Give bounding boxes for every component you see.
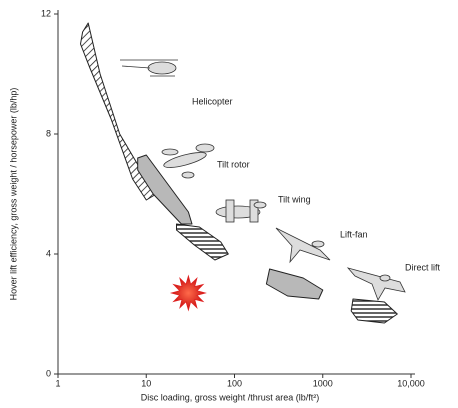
x-tick-label: 10 [141,378,151,388]
direct-lift-icon [348,268,405,300]
x-tick-label: 10,000 [397,378,425,388]
chart: Disc loading, gross weight /thrust area … [0,0,458,408]
region-label: Tilt rotor [217,159,250,169]
y-tick-label: 8 [46,128,51,138]
y-tick-label: 12 [41,8,51,18]
tilt-wing-icon [216,200,266,222]
region [266,269,322,299]
region-label: Tilt wing [278,194,311,204]
region [351,299,397,323]
region-label: Direct lift [405,262,441,272]
region-label: Helicopter [192,96,233,106]
region-label: Lift-fan [340,229,368,239]
helicopter-icon [120,60,178,76]
tilt-rotor-icon [162,144,214,178]
x-axis-label: Disc loading, gross weight /thrust area … [141,392,320,402]
x-tick-label: 100 [227,378,242,388]
region [177,224,229,260]
x-tick-label: 1 [55,378,60,388]
lift-fan-icon [276,228,330,262]
y-axis-label: Hover lift efficiency, gross weight / ho… [8,88,18,301]
x-tick-label: 1000 [313,378,333,388]
marker-star [171,276,205,310]
y-tick-label: 4 [46,248,51,258]
y-tick-label: 0 [46,368,51,378]
